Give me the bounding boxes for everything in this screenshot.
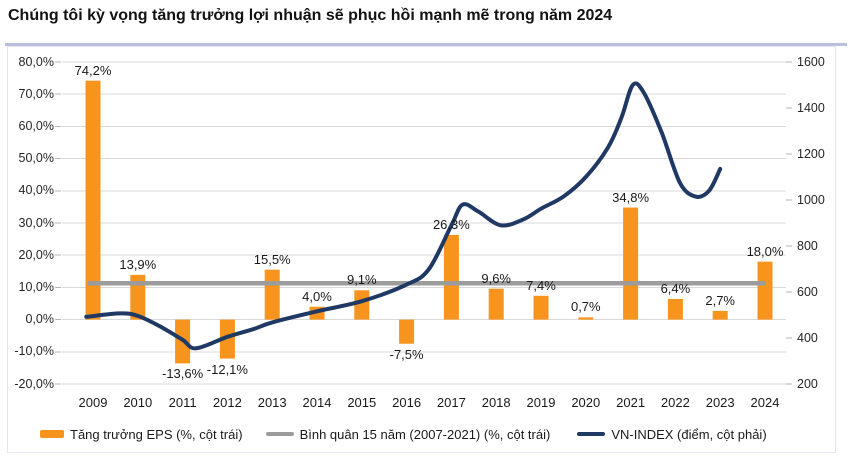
right-axis-label-200: 200	[797, 376, 818, 391]
x-axis-label-2010: 2010	[123, 395, 153, 410]
eps-bar-label-2020: 0,7%	[570, 299, 601, 315]
eps-bar-2019	[533, 295, 549, 320]
x-axis-label-2013: 2013	[257, 395, 287, 410]
eps-bar-2024	[757, 261, 773, 320]
vnindex-line	[84, 81, 723, 351]
eps-bar-label-2022: 6,4%	[660, 280, 691, 296]
eps-bar-2009	[85, 80, 101, 320]
right-axis-label-1000: 1000	[797, 192, 825, 207]
eps-bar-2022	[667, 298, 683, 320]
x-axis-label-2016: 2016	[392, 395, 422, 410]
eps-bar-label-2023: 2,7%	[705, 292, 735, 308]
x-axis-label-2012: 2012	[212, 395, 242, 410]
eps-bar-2023	[712, 310, 728, 320]
x-axis-label-2019: 2019	[526, 395, 556, 410]
eps-bar-2021	[623, 207, 639, 320]
right-axis-label-1200: 1200	[797, 146, 825, 161]
left-axis-label-60: 60,0%	[18, 118, 54, 133]
x-axis-label-2011: 2011	[168, 395, 197, 410]
left-axis-label-70: 70,0%	[18, 86, 54, 101]
legend-item-average: Bình quân 15 năm (2007-2021) (%, cột trá…	[265, 426, 551, 442]
x-axis-label-2015: 2015	[347, 395, 377, 410]
left-axis-label-10: 10,0%	[18, 279, 54, 294]
eps-bar-label-2014: 4,0%	[302, 288, 332, 304]
left-axis-label-0: 0,0%	[25, 312, 55, 327]
right-axis-label-1400: 1400	[797, 100, 825, 115]
right-axis-label-400: 400	[797, 330, 818, 345]
eps-bar-label-2010: 13,9%	[119, 256, 157, 272]
x-axis-label-2023: 2023	[705, 395, 735, 410]
eps-bar-label-2017: 26,3%	[432, 216, 470, 232]
vnindex-line-swatch-icon	[577, 432, 606, 436]
left-axis-label-80: 80,0%	[18, 54, 54, 69]
eps-bar-label-2011: -13,6%	[161, 366, 204, 382]
left-axis-label-40: 40,0%	[18, 183, 54, 198]
eps-bar-label-2012: -12,1%	[206, 361, 248, 377]
left-axis-label-30: 30,0%	[18, 215, 54, 230]
right-axis-label-800: 800	[797, 238, 818, 253]
left-axis-label--20: -20,0%	[14, 376, 54, 391]
eps-bar-label-2021: 34,8%	[612, 189, 650, 205]
eps-bar-label-2018: 9,6%	[481, 270, 511, 286]
left-axis-label-50: 50,0%	[18, 151, 54, 166]
x-axis-label-2009: 2009	[78, 395, 108, 410]
chart-frame	[7, 46, 836, 453]
x-axis-label-2021: 2021	[616, 395, 646, 410]
eps-bar-label-2024: 18,0%	[746, 243, 784, 259]
average-line-swatch-icon	[265, 432, 294, 436]
eps-bar-2010	[130, 274, 146, 320]
legend-label-average: Bình quân 15 năm (2007-2021) (%, cột trá…	[299, 426, 551, 442]
chart-legend: Tăng trưởng EPS (%, cột trái) Bình quân …	[40, 425, 830, 443]
right-axis-label-600: 600	[797, 284, 818, 299]
x-axis-label-2017: 2017	[436, 395, 466, 410]
legend-label-eps: Tăng trưởng EPS (%, cột trái)	[70, 426, 243, 442]
eps-bar-swatch-icon	[40, 430, 64, 438]
x-axis-label-2022: 2022	[660, 395, 690, 410]
eps-bar-label-2019: 7,4%	[526, 277, 556, 293]
eps-bar-2012	[219, 319, 235, 359]
legend-label-vnindex: VN-INDEX (điểm, cột phải)	[611, 426, 767, 442]
eps-bar-label-2016: -7,5%	[389, 346, 424, 362]
eps-bar-label-2015: 9,1%	[346, 272, 377, 288]
x-axis-label-2018: 2018	[481, 395, 511, 410]
left-axis-label-20: 20,0%	[18, 247, 54, 262]
x-axis-label-2024: 2024	[750, 395, 780, 410]
eps-bar-2017	[443, 234, 459, 320]
eps-bar-2018	[488, 288, 504, 320]
eps-bar-label-2013: 15,5%	[253, 251, 291, 267]
eps-bar-2013	[264, 269, 280, 320]
eps-bar-label-2009: 74,2%	[74, 62, 112, 78]
legend-item-eps: Tăng trưởng EPS (%, cột trái)	[40, 427, 243, 442]
chart-title: Chúng tôi kỳ vọng tăng trưởng lợi nhuận …	[8, 7, 613, 24]
eps-bar-2020	[578, 317, 594, 320]
title-underline	[5, 43, 847, 46]
legend-item-vnindex: VN-INDEX (điểm, cột phải)	[577, 426, 767, 442]
right-axis-label-1600: 1600	[797, 54, 825, 69]
eps-bar-2015	[354, 290, 370, 320]
x-axis-label-2020: 2020	[571, 395, 601, 410]
x-axis-label-2014: 2014	[302, 395, 332, 410]
left-axis-label--10: -10,0%	[14, 344, 54, 359]
eps-bar-2016	[399, 319, 415, 344]
